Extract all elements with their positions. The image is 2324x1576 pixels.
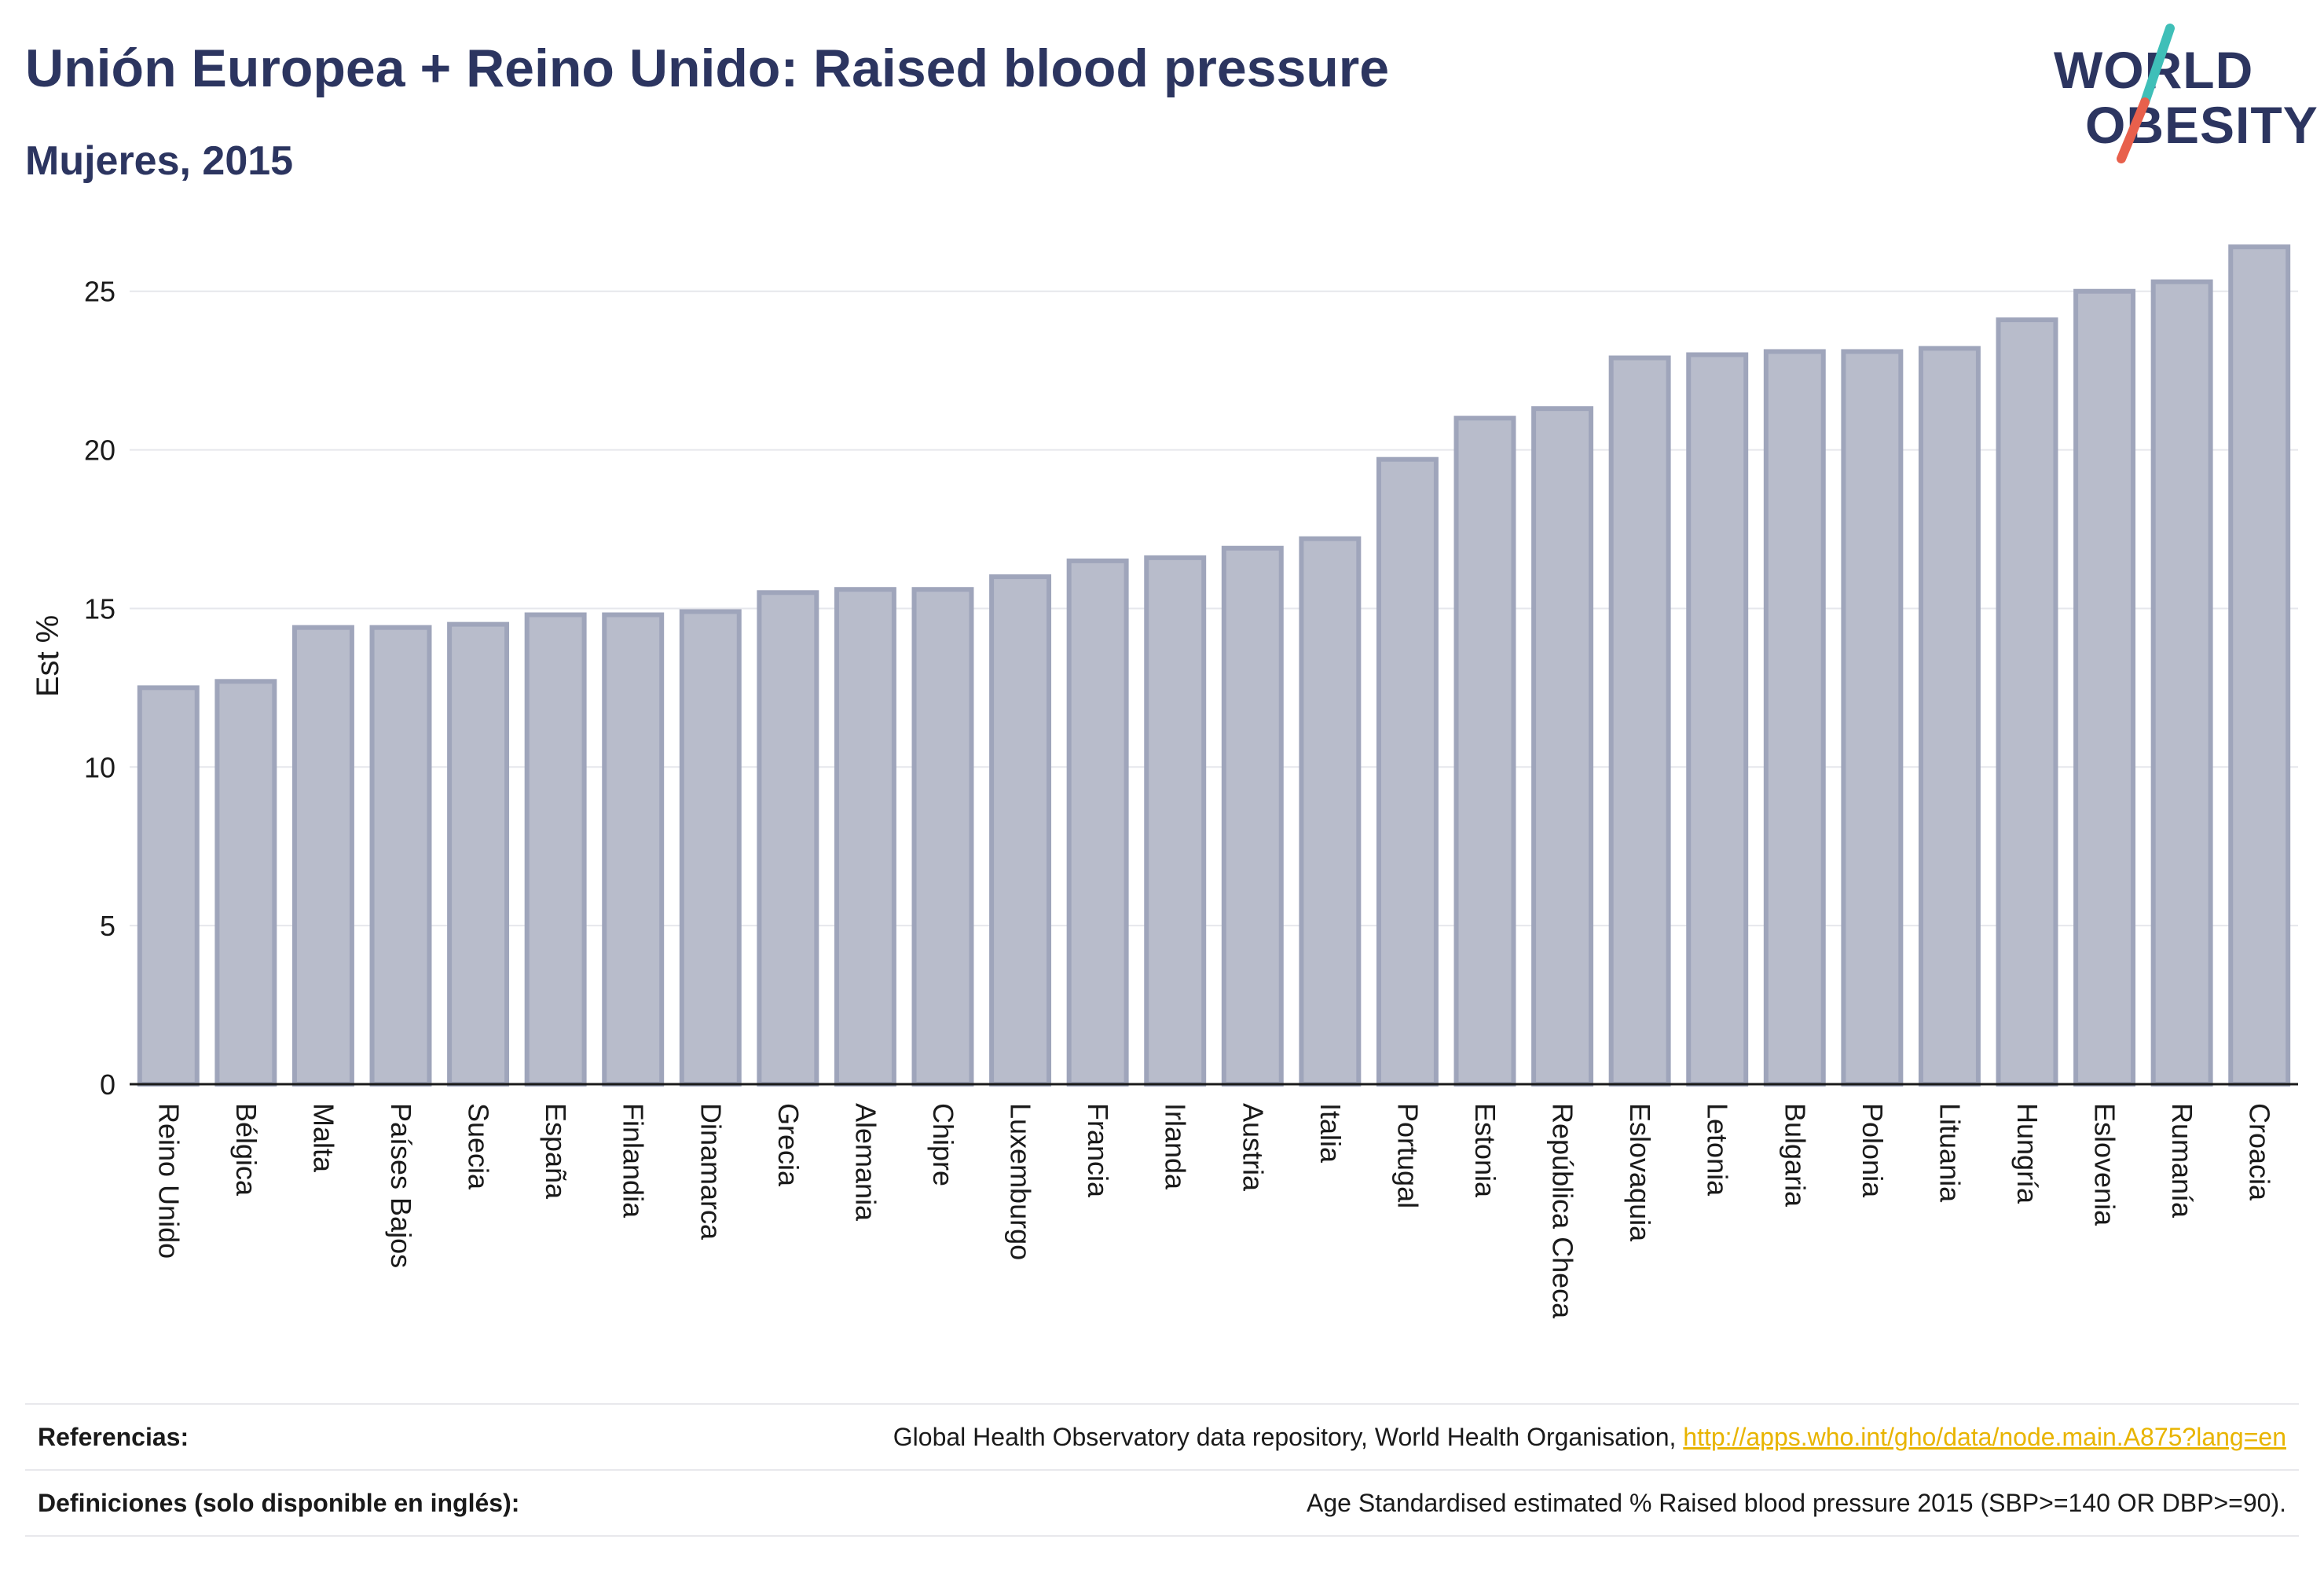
x-category-label: Suecia <box>463 1103 495 1190</box>
bar[interactable] <box>214 679 277 1087</box>
bar[interactable] <box>989 574 1052 1087</box>
definitions-row: Definiciones (solo disponible en inglés)… <box>25 1469 2299 1537</box>
bar[interactable] <box>524 612 587 1087</box>
bar[interactable] <box>2150 279 2213 1087</box>
x-category-label: Malta <box>307 1103 339 1173</box>
x-category-label: Alemania <box>849 1103 882 1222</box>
x-category-label: Irlanda <box>1160 1103 1192 1190</box>
definitions-text: Age Standardised estimated % Raised bloo… <box>1307 1488 2286 1517</box>
x-category-label: Croacia <box>2244 1103 2276 1201</box>
bar[interactable] <box>1686 352 1749 1087</box>
bar[interactable] <box>834 587 896 1087</box>
bar[interactable] <box>679 609 742 1087</box>
x-category-label: Austria <box>1237 1103 1269 1192</box>
bar[interactable] <box>2228 244 2291 1087</box>
x-category-label: Letonia <box>1702 1103 1734 1197</box>
bar[interactable] <box>1221 545 1284 1087</box>
definitions-label: Definiciones (solo disponible en inglés)… <box>38 1488 520 1517</box>
y-tick-label: 25 <box>84 276 115 308</box>
x-category-label: Chipre <box>927 1103 959 1186</box>
references-value: Global Health Observatory data repositor… <box>893 1423 2299 1452</box>
bar[interactable] <box>447 621 510 1087</box>
bars <box>137 244 2291 1087</box>
chart-title: Unión Europea + Reino Unido: Raised bloo… <box>25 38 1390 98</box>
bar[interactable] <box>602 612 665 1087</box>
x-category-label: Polonia <box>1857 1103 1889 1198</box>
y-tick-label: 5 <box>100 910 115 942</box>
bar[interactable] <box>369 625 432 1087</box>
bar[interactable] <box>1144 555 1207 1087</box>
references-link[interactable]: http://apps.who.int/gho/data/node.main.A… <box>1683 1422 2286 1451</box>
bar[interactable] <box>137 685 200 1087</box>
x-category-label: Luxemburgo <box>1005 1103 1037 1260</box>
world-obesity-logo[interactable]: WORLD OBESITY <box>2043 24 2318 165</box>
bar[interactable] <box>911 587 974 1087</box>
x-category-label: República Checa <box>1547 1103 1579 1319</box>
x-category-label: Estonia <box>1469 1103 1501 1198</box>
references-row: Referencias: Global Health Observatory d… <box>25 1403 2299 1469</box>
bar[interactable] <box>1531 406 1594 1087</box>
x-category-labels: Reino Unido Bélgica Malta Países Bajos Sueci… <box>152 1103 2275 1319</box>
x-category-label: Francia <box>1082 1103 1114 1198</box>
x-category-label: Lituania <box>1934 1103 1966 1203</box>
x-category-label: Reino Unido <box>152 1103 185 1259</box>
y-axis-title: Est % <box>31 615 65 697</box>
logo-slash-icon <box>2117 24 2175 163</box>
bar[interactable] <box>1453 416 1516 1087</box>
bar[interactable] <box>1918 346 1981 1087</box>
x-category-label: Eslovaquia <box>1624 1103 1656 1242</box>
bar[interactable] <box>1299 536 1362 1087</box>
bar-chart: 0 5 10 15 20 25 Reino Unido Bélgica Malta Países… <box>31 244 2298 1319</box>
references-label: Referencias: <box>38 1422 189 1451</box>
y-tick-label: 10 <box>84 751 115 783</box>
bar[interactable] <box>1996 317 2058 1087</box>
x-category-label: España <box>540 1103 572 1200</box>
footer: Referencias: Global Health Observatory d… <box>25 1403 2299 1537</box>
bar[interactable] <box>1376 456 1439 1087</box>
bar[interactable] <box>1841 349 1904 1087</box>
x-category-label: Rumanía <box>2166 1103 2198 1219</box>
x-category-label: Hungría <box>2011 1103 2044 1204</box>
bar[interactable] <box>1608 355 1671 1087</box>
x-category-label: Italia <box>1314 1103 1347 1164</box>
y-tick-label: 15 <box>84 592 115 625</box>
references-text: Global Health Observatory data repositor… <box>893 1422 1684 1451</box>
x-category-label: Dinamarca <box>695 1103 727 1241</box>
x-category-label: Finlandia <box>618 1103 650 1219</box>
chart-subtitle: Mujeres, 2015 <box>25 138 294 184</box>
y-tick-label: 20 <box>84 434 115 467</box>
bar[interactable] <box>2073 288 2136 1087</box>
bar[interactable] <box>1066 558 1129 1087</box>
x-category-label: Eslovenia <box>2089 1103 2121 1226</box>
x-category-label: Bulgaria <box>1779 1103 1811 1208</box>
bar[interactable] <box>757 590 819 1087</box>
x-category-label: Grecia <box>772 1103 805 1187</box>
bar[interactable] <box>1763 349 1826 1087</box>
x-category-label: Bélgica <box>230 1103 262 1197</box>
x-category-label: Portugal <box>1391 1103 1424 1208</box>
y-tick-label: 0 <box>100 1068 115 1101</box>
x-category-label: Países Bajos <box>385 1103 417 1268</box>
bar[interactable] <box>291 625 354 1087</box>
y-tick-labels: 0 5 10 15 20 25 <box>84 276 115 1101</box>
